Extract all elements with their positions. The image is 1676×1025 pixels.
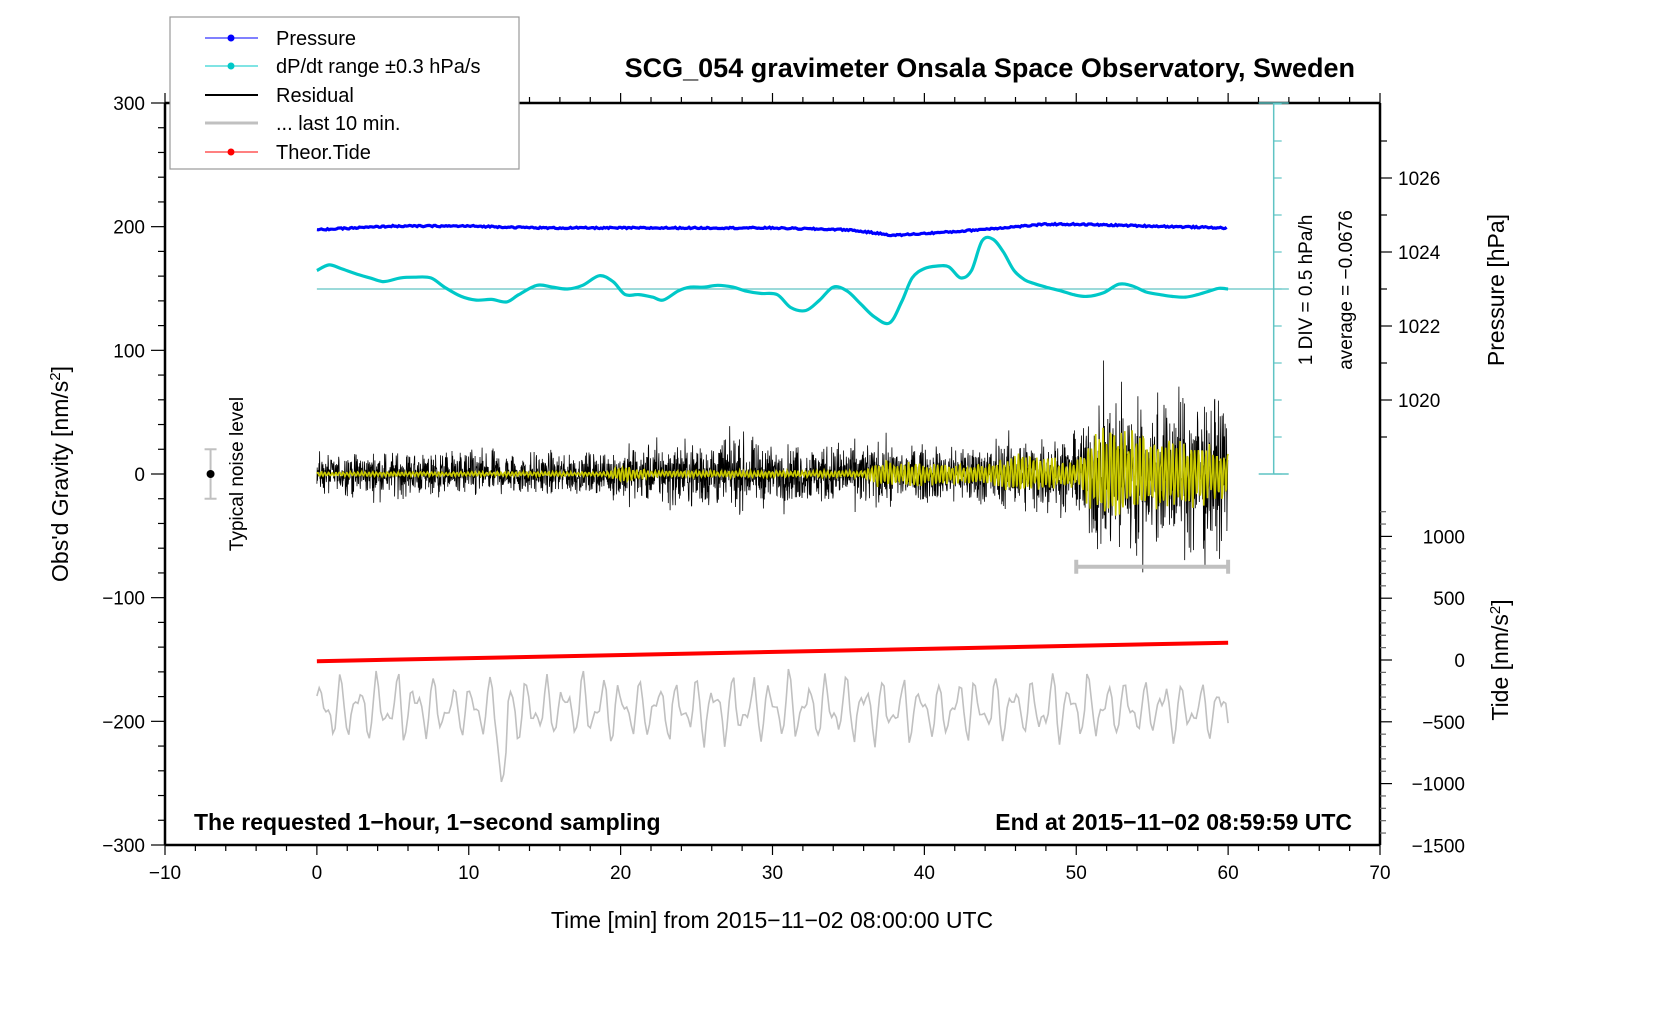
series-pressure (316, 221, 1228, 238)
x-tick-label: 70 (1369, 863, 1390, 884)
y-left-tick-label: 100 (113, 341, 145, 362)
legend: Pressure dP/dt range ±0.3 hPa/s Residual… (169, 16, 520, 170)
x-axis-title: Time [min] from 2015−11−02 08:00:00 UTC (551, 907, 993, 933)
tide-tick-label: 500 (1433, 589, 1465, 610)
y-left-tick-label: 200 (113, 218, 145, 239)
legend-item-pressure: Pressure (205, 28, 356, 50)
dpdt-average-label: average = −0.0676 (1336, 210, 1357, 370)
legend-pressure-label: Pressure (276, 28, 356, 50)
x-tick-label: 10 (458, 863, 479, 884)
tide-tick-label: −1000 (1412, 775, 1465, 796)
legend-box (169, 16, 520, 170)
theor-tide-line (316, 640, 1229, 664)
legend-item-last10: ... last 10 min. (205, 113, 401, 135)
x-tick-label: 60 (1218, 863, 1239, 884)
sampling-annotation: The requested 1−hour, 1−second sampling (194, 809, 661, 835)
legend-residual-label: Residual (276, 85, 354, 107)
chart-title: SCG_054 gravimeter Onsala Space Observat… (625, 53, 1355, 83)
series-residual-filtered (316, 427, 1229, 516)
y-left-axis-title: Obs'd Gravity [nm/s2] (47, 366, 74, 582)
y-left-tick-label: 300 (113, 94, 145, 115)
svg-text:Obs'd Gravity [nm/s2]: Obs'd Gravity [nm/s2] (47, 366, 74, 582)
pressure-tick-label: 1020 (1398, 391, 1440, 412)
tide-tick-label: 0 (1454, 651, 1465, 672)
x-tick-label: 50 (1066, 863, 1087, 884)
y-tide-title-text: Tide [nm/s (1487, 614, 1513, 721)
last-10-min-line (316, 668, 1229, 783)
y-left-tick-label: −200 (102, 712, 145, 733)
y-left-title-sup: 2 (47, 372, 64, 380)
legend-dpdt-label: dP/dt range ±0.3 hPa/s (276, 56, 480, 78)
svg-text:Tide [nm/s2]: Tide [nm/s2] (1487, 599, 1514, 720)
x-tick-label: 20 (610, 863, 631, 884)
last-10-min-range-bar (1074, 559, 1231, 574)
pressure-tick-label: 1026 (1398, 169, 1440, 190)
y-tide-title-end: ] (1487, 599, 1513, 605)
dpdt-line (316, 235, 1229, 326)
legend-pressure-dot (227, 34, 235, 42)
x-tick-label: 0 (312, 863, 323, 884)
y-pressure-axis-title: Pressure [hPa] (1483, 214, 1509, 366)
series-last-10-min (316, 668, 1229, 783)
y-tide-axis-title: Tide [nm/s2] (1487, 599, 1514, 720)
tick-labels: −10 0 10 20 30 40 50 60 703002001000−100−200−300… (102, 94, 1465, 884)
y-left-tick-label: −100 (102, 589, 145, 610)
residual-filtered-line (316, 427, 1229, 516)
y-left-title-end: ] (47, 366, 73, 372)
tide-tick-label: −500 (1422, 713, 1465, 734)
y-left-title-text: Obs'd Gravity [nm/s (47, 381, 73, 582)
series-theor-tide (316, 640, 1229, 664)
noise-dot (206, 470, 215, 478)
y-left-tick-label: −300 (102, 836, 145, 857)
legend-dpdt-dot (227, 62, 235, 70)
legend-tide-label: Theor.Tide (276, 142, 371, 164)
pressure-tick-label: 1024 (1398, 243, 1441, 264)
end-time-annotation: End at 2015−11−02 08:59:59 UTC (995, 809, 1352, 835)
legend-item-tide: Theor.Tide (205, 142, 371, 164)
dpdt-div-label: 1 DIV = 0.5 hPa/h (1296, 215, 1317, 366)
x-tick-label: 30 (762, 863, 783, 884)
pressure-line (316, 221, 1228, 238)
dpdt-scale-axis (316, 102, 1289, 475)
tide-tick-label: −1500 (1412, 836, 1465, 857)
axis-ticks (151, 93, 1392, 855)
legend-tide-dot (227, 148, 235, 156)
x-tick-label: 40 (914, 863, 935, 884)
y-tide-title-sup: 2 (1487, 606, 1504, 614)
pressure-tick-label: 1022 (1398, 317, 1440, 338)
y-left-tick-label: 0 (134, 465, 145, 486)
tide-tick-label: 1000 (1423, 527, 1465, 548)
legend-last10-label: ... last 10 min. (276, 113, 401, 135)
legend-item-residual: Residual (205, 85, 354, 107)
series-dpdt (316, 235, 1229, 326)
legend-item-dpdt: dP/dt range ±0.3 hPa/s (205, 56, 480, 78)
x-tick-label: −10 (149, 863, 181, 884)
residual-line (316, 360, 1229, 573)
noise-level-label: Typical noise level (227, 397, 248, 551)
series-residual (316, 360, 1229, 573)
noise-level-marker (204, 448, 217, 500)
